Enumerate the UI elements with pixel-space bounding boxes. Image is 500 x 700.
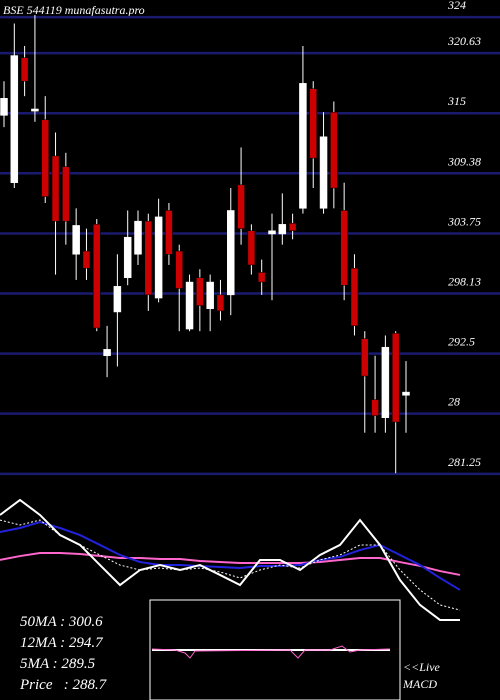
candle-body — [185, 281, 194, 330]
indicator-line — [0, 552, 461, 576]
candle-body — [51, 155, 60, 222]
candle-body — [123, 236, 132, 279]
candle-body — [278, 224, 287, 235]
candle-body — [319, 136, 328, 209]
candle-body — [247, 230, 256, 266]
candle-body — [82, 250, 91, 269]
candle-body — [0, 98, 8, 116]
candle-body — [371, 399, 379, 416]
candle-body — [381, 346, 390, 418]
candle-body — [350, 267, 359, 327]
candle-body — [206, 281, 214, 310]
candle-body — [41, 119, 49, 197]
candle-body — [93, 224, 101, 329]
candle-body — [309, 88, 317, 159]
candle-body — [154, 216, 163, 299]
y-tick-label: 315 — [447, 94, 466, 108]
candle-body — [391, 333, 400, 423]
candle-body — [175, 250, 183, 289]
y-tick-label: 292.5 — [448, 335, 475, 349]
candle-body — [340, 210, 348, 286]
candle-body — [227, 210, 235, 296]
macd-label: MACD — [402, 677, 437, 691]
candle-body — [196, 277, 204, 306]
candle-body — [144, 220, 153, 296]
candle-body — [216, 294, 225, 312]
indicator-line — [0, 498, 460, 621]
candle-body — [20, 57, 29, 82]
candle-body — [237, 184, 245, 229]
candle-body — [268, 230, 276, 235]
stat-5ma: 5MA : 289.5 — [20, 656, 96, 672]
candle-body — [72, 225, 80, 255]
live-label: <<Live — [403, 660, 441, 674]
y-tick-label: 298.13 — [448, 274, 481, 288]
candle-body — [299, 83, 307, 209]
y-tick-label: 320.63 — [447, 34, 481, 48]
y-tick-label: 303.75 — [447, 214, 481, 228]
chart-title: BSE 544119 munafasutra.pro — [3, 3, 145, 17]
candle-body — [165, 210, 173, 255]
candle-body — [134, 220, 142, 255]
macd-signal — [151, 645, 391, 659]
candle-body — [10, 55, 19, 183]
y-tick-label: 281.25 — [448, 455, 481, 469]
candle-body — [103, 349, 111, 357]
candle-body — [257, 272, 266, 283]
candle-body — [31, 108, 39, 112]
y-tick-label: 324 — [447, 0, 466, 12]
candle-body — [288, 223, 297, 232]
stat-50ma: 50MA : 300.6 — [20, 614, 103, 630]
candle-body — [113, 286, 122, 313]
candle-body — [402, 391, 410, 396]
candle-body — [62, 166, 70, 222]
candle-body — [330, 111, 338, 189]
stat-12ma: 12MA : 294.7 — [20, 635, 104, 651]
candle-body — [361, 338, 369, 377]
y-tick-label: 309.38 — [447, 154, 481, 168]
stat-price: Price : 288.7 — [19, 677, 108, 693]
y-tick-label: 28 — [448, 395, 460, 409]
indicator-line — [0, 520, 461, 591]
